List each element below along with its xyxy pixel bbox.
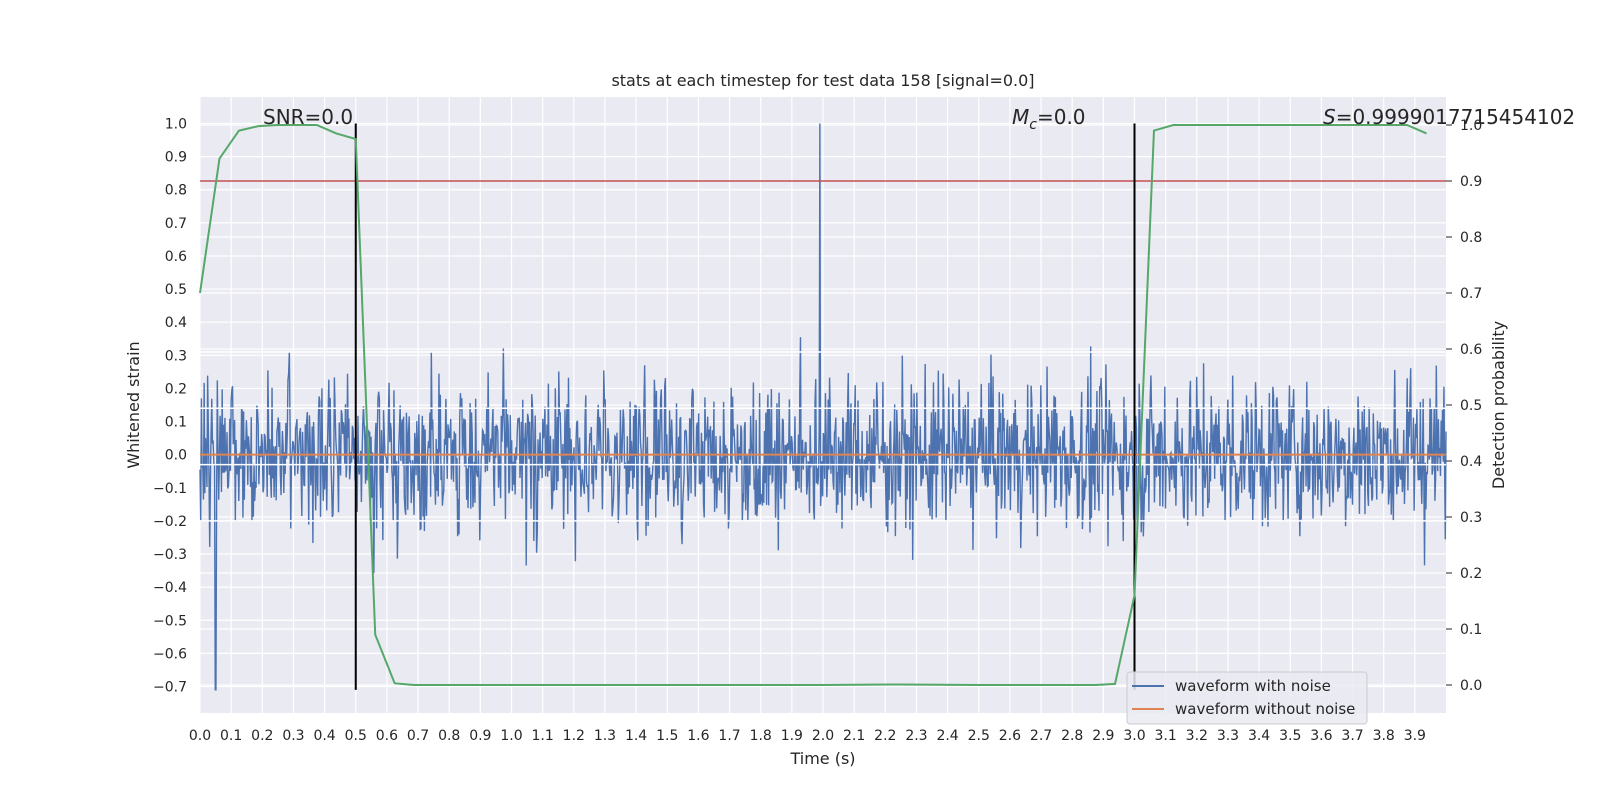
y2-tick-label: 0.9	[1460, 174, 1482, 190]
y-tick-label: 0.4	[165, 315, 187, 331]
y2-tick-label: 0.8	[1460, 230, 1482, 246]
x-tick-label: 3.4	[1248, 728, 1270, 744]
mc-symbol: M	[1012, 105, 1029, 129]
x-tick-label: 1.1	[532, 728, 554, 744]
y2-tick-label: 0.0	[1460, 678, 1482, 694]
x-tick-label: 3.0	[1123, 728, 1145, 744]
x-tick-label: 3.7	[1341, 728, 1363, 744]
y2-axis-label: Detection probability	[1489, 321, 1508, 489]
y-tick-label: −0.3	[153, 547, 187, 563]
y2-tick-label: 0.6	[1460, 342, 1482, 358]
mc-value: =0.0	[1037, 105, 1086, 129]
y-tick-label: −0.2	[153, 514, 187, 530]
y2-tick-label: 0.1	[1460, 622, 1482, 638]
y-tick-label: −0.7	[153, 680, 187, 696]
x-tick-label: 1.9	[781, 728, 803, 744]
legend: waveform with noise waveform without noi…	[1126, 671, 1368, 725]
y-tick-label: 0.2	[165, 381, 187, 397]
legend-label-noise: waveform with noise	[1175, 677, 1331, 695]
x-tick-label: 2.5	[968, 728, 990, 744]
x-tick-label: 1.4	[625, 728, 647, 744]
y2-ticks: 1.0 0.9 0.8 0.7 0.6 0.5 0.4 0.3 0.2 0.1 0.0	[1446, 118, 1482, 694]
x-tick-label: 1.3	[594, 728, 616, 744]
x-tick-label: 1.2	[563, 728, 585, 744]
y2-tick-label: 0.7	[1460, 286, 1482, 302]
x-tick-label: 1.8	[750, 728, 772, 744]
s-symbol: S	[1323, 105, 1336, 129]
y-tick-label: −0.1	[153, 481, 187, 497]
y-axis-label: Whitened strain	[124, 341, 143, 468]
x-tick-label: 0.1	[220, 728, 242, 744]
y-tick-label: 1.0	[165, 116, 187, 132]
x-tick-label: 0.4	[313, 728, 335, 744]
x-tick-label: 0.8	[438, 728, 460, 744]
y2-tick-label: 0.5	[1460, 398, 1482, 414]
x-tick-label: 2.2	[874, 728, 896, 744]
grid	[199, 97, 1446, 713]
x-tick-label: 1.5	[656, 728, 678, 744]
y-tick-label: 0.8	[165, 183, 187, 199]
y-tick-label: −0.5	[153, 613, 187, 629]
y-tick-label: −0.4	[153, 580, 187, 596]
y-tick-label: 0.0	[165, 448, 187, 464]
x-tick-label: 1.7	[718, 728, 740, 744]
y-tick-label: 0.7	[165, 216, 187, 232]
detection-probability-line	[199, 124, 1427, 686]
x-tick-label: 0.6	[376, 728, 398, 744]
x-ticks: 0.0 0.1 0.2 0.3 0.4 0.5 0.6 0.7 0.8 0.9 1.0 1.1 1.2 1…	[189, 728, 1426, 744]
y-tick-label: 0.6	[165, 249, 187, 265]
y-ticks: 1.0 0.9 0.8 0.7 0.6 0.5 0.4 0.3 0.2 0.1 0.0 −0.1 −0.…	[153, 116, 187, 695]
y2-tick-label: 0.3	[1460, 510, 1482, 526]
x-tick-label: 0.0	[189, 728, 211, 744]
x-tick-label: 2.0	[812, 728, 834, 744]
x-tick-label: 3.3	[1217, 728, 1239, 744]
x-tick-label: 3.5	[1279, 728, 1301, 744]
x-tick-label: 2.7	[1030, 728, 1052, 744]
series-layer	[199, 123, 1447, 691]
s-annotation: S=0.9999017715454102	[1323, 105, 1575, 129]
x-tick-label: 2.6	[999, 728, 1021, 744]
mc-subscript: c	[1029, 117, 1037, 133]
x-tick-label: 0.3	[282, 728, 304, 744]
chart-title: stats at each timestep for test data 158…	[611, 71, 1034, 90]
s-value: =0.9999017715454102	[1336, 105, 1575, 129]
y-tick-label: 0.9	[165, 150, 187, 166]
y2-tick-label: 0.4	[1460, 454, 1482, 470]
x-tick-label: 2.8	[1061, 728, 1083, 744]
x-tick-label: 3.8	[1373, 728, 1395, 744]
y-tick-label: 0.1	[165, 415, 187, 431]
x-tick-label: 2.3	[905, 728, 927, 744]
snr-annotation: SNR=0.0	[263, 105, 353, 129]
x-tick-label: 1.6	[687, 728, 709, 744]
legend-label-clean: waveform without noise	[1175, 700, 1355, 718]
legend-box	[1126, 671, 1368, 725]
mc-annotation: Mc=0.0	[1012, 105, 1086, 133]
y2-tick-label: 1.0	[1460, 118, 1482, 134]
x-axis-label: Time (s)	[789, 749, 855, 768]
x-tick-label: 3.2	[1186, 728, 1208, 744]
x-tick-label: 1.0	[500, 728, 522, 744]
x-tick-label: 0.2	[251, 728, 273, 744]
x-tick-label: 3.9	[1404, 728, 1426, 744]
y-tick-label: 0.5	[165, 282, 187, 298]
x-tick-label: 3.6	[1310, 728, 1332, 744]
x-tick-label: 0.9	[469, 728, 491, 744]
x-tick-label: 0.5	[345, 728, 367, 744]
x-tick-label: 3.1	[1155, 728, 1177, 744]
y2-tick-label: 0.2	[1460, 566, 1482, 582]
x-tick-label: 2.4	[936, 728, 958, 744]
x-tick-label: 2.9	[1092, 728, 1114, 744]
x-tick-label: 2.1	[843, 728, 865, 744]
x-tick-label: 0.7	[407, 728, 429, 744]
y-tick-label: 0.3	[165, 348, 187, 364]
y-tick-label: −0.6	[153, 646, 187, 662]
